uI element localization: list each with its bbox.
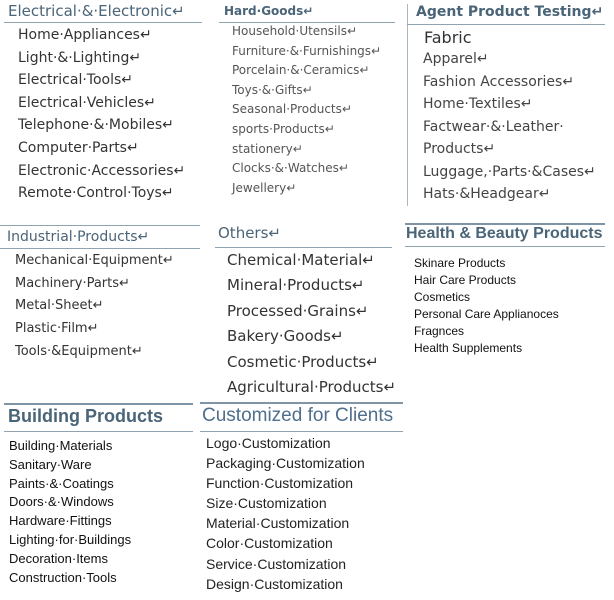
divider: [0, 248, 200, 249]
heading-electrical: Electrical·&·Electronic↵: [8, 2, 185, 20]
list-item: Toys·&·Gifts↵: [232, 82, 313, 97]
list-item: sports·Products↵: [232, 121, 335, 136]
heading-hard-goods: Hard·Goods↵: [224, 4, 314, 18]
list-item: Function·Customization: [206, 475, 354, 492]
list-item: Processed·Grains↵: [227, 301, 369, 320]
list-item: Hair Care Products: [414, 273, 517, 287]
list-item: Skinare Products: [414, 256, 506, 270]
list-item: Sanitary·Ware: [9, 456, 92, 472]
divider: [219, 22, 395, 23]
list-item: Jewellery↵: [232, 180, 297, 195]
list-item: Electronic·Accessories↵: [18, 162, 186, 179]
divider: [215, 247, 392, 248]
list-item: Agricultural·Products↵: [227, 378, 397, 397]
list-building: Building·Materials Sanitary·Ware Paints·&·…: [9, 437, 131, 587]
list-item: Hardware·Fittings: [9, 513, 112, 529]
list-item: Home·Appliances↵: [18, 27, 152, 43]
list-item: Decoration·Items: [9, 550, 108, 566]
list-item: Plastic·Film↵: [15, 321, 99, 337]
list-electrical: Home·Appliances↵ Light·&·Lighting↵ Electri…: [18, 24, 185, 205]
list-item: Fragnces: [414, 324, 465, 338]
list-item: Household·Utensils↵: [232, 24, 358, 38]
list-item: Bakery·Goods↵: [227, 327, 344, 346]
list-customized: Logo·Customization Packaging·Customizatio…: [206, 433, 365, 594]
list-item: Logo·Customization: [206, 435, 331, 451]
divider: [4, 22, 202, 23]
list-item: Light·&·Lighting↵: [18, 49, 142, 66]
heading-agent-testing: Agent Product Testing↵: [416, 4, 604, 20]
list-item: Personal Care Applianoces: [414, 307, 559, 321]
list-item: Telephone·&·Mobiles↵: [18, 117, 174, 134]
list-item: Porcelain·&·Ceramics↵: [232, 63, 370, 78]
divider: [200, 431, 403, 432]
list-item: Seasonal·Products↵: [232, 102, 352, 117]
heading-health-beauty: Health & Beauty Products: [406, 225, 603, 242]
list-hard-goods: Household·Utensils↵ Furniture·&·Furnishin…: [232, 22, 381, 198]
list-item: Color·Customization: [206, 535, 333, 552]
list-industrial: Mechanical·Equipment↵ Machinery·Parts↵ Met…: [15, 250, 174, 364]
list-item: stationery↵: [232, 141, 303, 156]
list-item: Computer·Parts↵: [18, 139, 139, 156]
list-item: Building·Materials: [9, 438, 113, 453]
heading-others: Others↵: [218, 224, 281, 242]
list-item: Service·Customization: [206, 555, 347, 572]
heading-customized: Customized for Clients: [202, 405, 394, 426]
list-item: Packaging·Customization: [206, 455, 365, 472]
list-item: Machinery·Parts↵: [15, 275, 130, 291]
divider: [200, 402, 403, 404]
list-item: Paints·&·Coatings: [9, 475, 114, 491]
list-others: Chemical·Material↵ Mineral·Products↵ Proce…: [227, 248, 396, 400]
list-item: Remote·Control·Toys↵: [18, 185, 174, 202]
divider: [4, 431, 193, 432]
list-item: Mineral·Products↵: [227, 276, 365, 295]
list-item: Furniture·&·Furnishings↵: [232, 43, 382, 58]
list-item: Apparel↵: [423, 51, 489, 67]
list-item: Design·Customization: [206, 575, 343, 592]
list-agent-testing: Apparel↵ Fashion Accessories↵ Home·Textile…: [423, 48, 596, 206]
list-item: Health Supplements: [414, 341, 523, 355]
list-item: Products↵: [423, 141, 496, 157]
divider-vertical: [407, 4, 408, 206]
list-item: Tools·&Equipment↵: [15, 343, 143, 359]
divider: [405, 246, 605, 247]
list-item: Doors·&·Windows: [9, 494, 114, 510]
list-item: Cosmetic·Products↵: [227, 352, 379, 371]
list-item: Electrical·Vehicles↵: [18, 94, 156, 111]
list-item: Cosmetics: [414, 290, 471, 304]
list-item: Chemical·Material↵: [227, 251, 375, 269]
heading-building: Building Products: [8, 406, 163, 426]
list-item: Fashion Accessories↵: [423, 73, 575, 90]
list-item: Factwear·&·Leather·: [423, 118, 564, 135]
divider: [4, 403, 193, 405]
heading-industrial: Industrial·Products↵: [7, 229, 150, 245]
divider: [405, 223, 605, 225]
list-item: Hats·&Headgear↵: [423, 186, 551, 202]
divider: [0, 225, 200, 226]
list-item: Lighting·for·Buildings: [9, 531, 132, 547]
list-item-fabric: Fabric: [424, 28, 472, 47]
list-item: Home·Textiles↵: [423, 96, 533, 112]
list-item: Size·Customization: [206, 495, 327, 512]
divider: [407, 24, 605, 25]
list-item: Electrical·Tools↵: [18, 72, 134, 89]
list-item: Material·Customization: [206, 515, 350, 532]
list-item: Luggage,·Parts·&Cases↵: [423, 163, 596, 180]
list-item: Mechanical·Equipment↵: [15, 253, 174, 268]
list-item: Construction·Tools: [9, 569, 117, 585]
list-item: Metal·Sheet↵: [15, 298, 104, 314]
list-health-beauty: Skinare Products Hair Care Products Cosmet…: [414, 255, 559, 357]
list-item: Clocks·&·Watches↵: [232, 161, 349, 176]
